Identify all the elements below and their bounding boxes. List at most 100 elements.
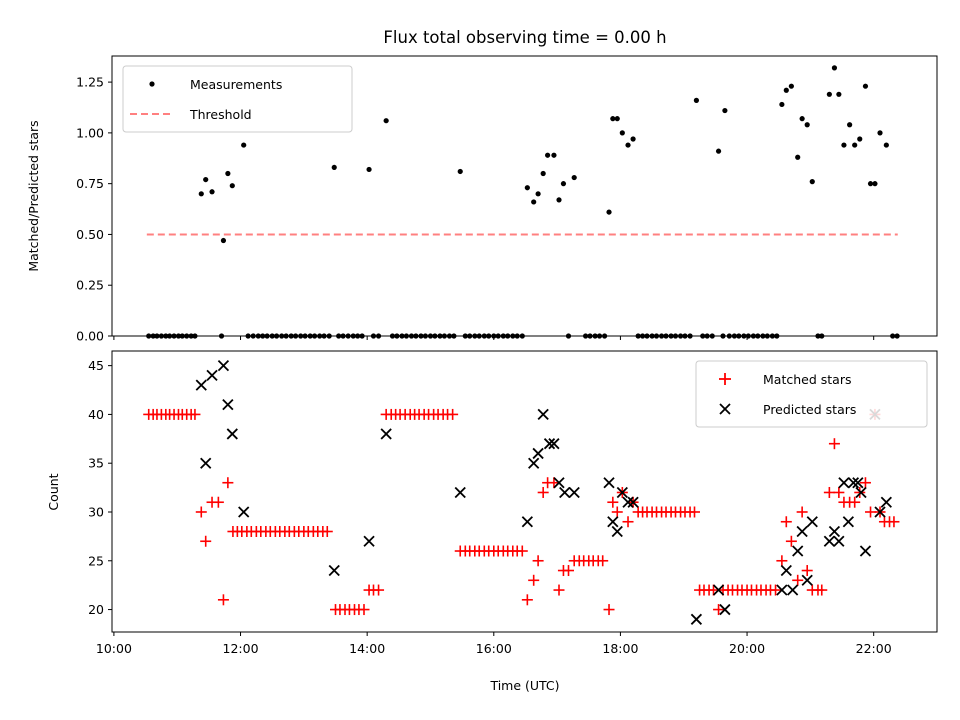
- matched-point: [780, 516, 792, 528]
- predicted-point: [521, 516, 533, 528]
- top-y-axis-label: Matched/Predicted stars: [26, 120, 41, 271]
- measurement-point: [715, 148, 722, 154]
- matched-point: [849, 496, 861, 508]
- matched-point: [200, 535, 212, 547]
- top-y-tick-label: 0.50: [76, 227, 104, 242]
- measurement-point: [841, 142, 847, 148]
- measurement-point: [606, 209, 612, 215]
- top-axes-frame: [111, 55, 938, 337]
- matched-point: [622, 516, 634, 528]
- predicted-point: [616, 486, 628, 499]
- predicted-point: [537, 408, 549, 421]
- bottom-plot-area: 20 25 30 35 40 45 10:00 12:00 14:00 16:00 18:00 20:…: [88, 350, 938, 656]
- measurement-point: [524, 185, 530, 191]
- bottom-x-tick-label: 20:00: [729, 641, 765, 656]
- matched-point: [222, 477, 234, 489]
- matched-point: [373, 584, 385, 596]
- measurement-point: [220, 237, 227, 244]
- measurement-point: [198, 191, 204, 197]
- measurement-point: [799, 116, 805, 122]
- predicted-point: [828, 525, 841, 538]
- matched-point: [796, 506, 808, 518]
- matched-point: [801, 565, 813, 577]
- bottom-legend-box: [695, 360, 928, 428]
- matched-point: [859, 477, 871, 489]
- predicted-point: [622, 496, 634, 508]
- measurement-point: [619, 130, 625, 136]
- measurement-point: [551, 152, 557, 158]
- matched-point: [537, 486, 549, 498]
- measurement-point: [630, 136, 636, 142]
- matched-point: [823, 486, 835, 498]
- measurement-point: [545, 152, 551, 158]
- measurement-point: [852, 142, 858, 148]
- matched-point: [776, 555, 788, 567]
- measurement-point: [531, 199, 537, 205]
- matched-point: [611, 506, 623, 518]
- measurement-point: [229, 183, 235, 189]
- bottom-x-tick-label: 22:00: [856, 641, 892, 656]
- measurement-point: [783, 87, 789, 93]
- matched-point: [607, 496, 619, 508]
- predicted-point: [690, 613, 703, 625]
- predicted-point: [627, 496, 639, 508]
- matched-point: [792, 574, 804, 586]
- measurement-point: [614, 116, 620, 122]
- matched-point: [833, 486, 845, 498]
- predicted-point: [380, 428, 392, 440]
- matched-point: [707, 584, 719, 596]
- predicted-point: [454, 486, 466, 499]
- measurement-point: [366, 166, 372, 173]
- measurement-point: [872, 181, 878, 187]
- measurement-point: [877, 130, 883, 136]
- bottom-y-tick-label: 35: [88, 456, 104, 471]
- predicted-point: [611, 525, 623, 538]
- bottom-x-tick-label: 16:00: [476, 641, 512, 656]
- matched-point: [217, 594, 229, 606]
- measurement-point: [693, 97, 700, 103]
- measurement-point: [209, 189, 215, 195]
- measurement-point: [795, 154, 801, 160]
- matched-point: [189, 408, 201, 420]
- predicted-point: [719, 603, 731, 616]
- predicted-point: [780, 564, 792, 577]
- bottom-x-tick-label: 14:00: [349, 641, 385, 656]
- predicted-point: [842, 516, 854, 528]
- measurement-point: [457, 168, 463, 175]
- matched-point: [212, 496, 224, 508]
- matched-point: [888, 516, 900, 528]
- matched-legend-marker: [719, 373, 731, 385]
- matched-point: [528, 574, 540, 586]
- predicted-point: [712, 584, 725, 596]
- predicted-point: [217, 359, 230, 372]
- matched-point: [689, 506, 701, 518]
- matched-point: [713, 604, 725, 616]
- measurement-point: [862, 83, 869, 89]
- predicted-point: [838, 477, 850, 489]
- predicted-point: [548, 438, 560, 450]
- measurement-point: [883, 142, 889, 148]
- bottom-x-tick-label: 18:00: [602, 641, 638, 656]
- measurement-point: [826, 91, 832, 97]
- matched-point: [447, 408, 459, 420]
- predicted-point: [796, 525, 808, 538]
- matched-point: [553, 584, 565, 596]
- measurements-legend-marker: [149, 81, 155, 87]
- legend-threshold-label: Threshold: [189, 107, 252, 122]
- predicted-point: [222, 399, 234, 411]
- legend-matched-label: Matched stars: [763, 372, 851, 387]
- bottom-y-tick-label: 40: [88, 407, 104, 422]
- top-legend-box: [122, 65, 353, 133]
- measurement-point: [788, 83, 794, 89]
- measurement-point: [560, 181, 567, 187]
- matched-point: [816, 584, 828, 596]
- top-y-tick-label: 1.25: [76, 75, 104, 90]
- measurement-point: [722, 107, 728, 114]
- matched-point: [358, 604, 370, 616]
- top-plot-area: 0.00 0.25 0.50 0.75 1.00 1.25: [76, 55, 938, 344]
- predicted-point: [792, 545, 804, 557]
- measurement-point: [535, 191, 541, 197]
- measurement-point: [225, 170, 231, 177]
- predicted-point: [806, 516, 818, 528]
- measurement-point: [867, 181, 874, 187]
